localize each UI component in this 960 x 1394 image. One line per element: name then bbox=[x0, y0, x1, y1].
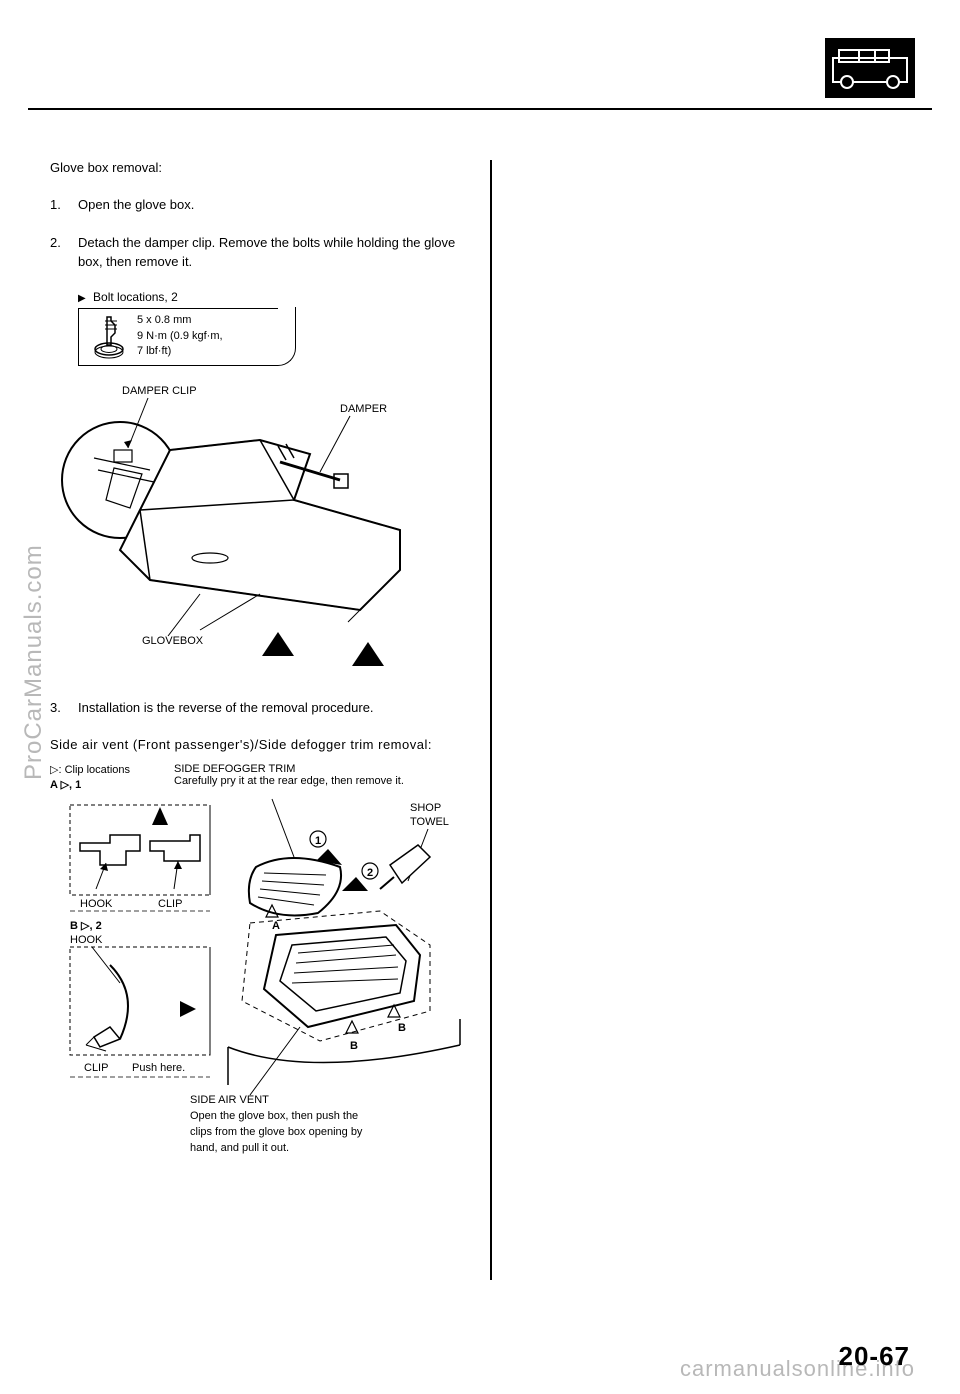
step-number: 3. bbox=[50, 698, 78, 718]
svg-text:B: B bbox=[350, 1040, 358, 1052]
push-here-label: Push here. bbox=[132, 1062, 185, 1074]
clip-a-label: A ▷, 1 bbox=[50, 778, 160, 791]
svg-text:1: 1 bbox=[315, 835, 321, 847]
top-horizontal-rule bbox=[28, 108, 932, 110]
clip-legend: ▷: Clip locations bbox=[50, 763, 160, 776]
damper-clip-label: DAMPER CLIP bbox=[122, 385, 197, 397]
page-number: 20-67 bbox=[839, 1341, 911, 1372]
hook-label: HOOK bbox=[80, 898, 113, 910]
clip-b-label: B ▷, 2 bbox=[70, 920, 102, 932]
step-number: 1. bbox=[50, 195, 78, 215]
left-column: Glove box removal: 1. Open the glove box… bbox=[50, 160, 470, 1193]
step-number: 2. bbox=[50, 233, 78, 272]
bolt-legend-text: Bolt locations, 2 bbox=[93, 290, 178, 304]
body-section-icon bbox=[825, 38, 915, 98]
svg-text:A: A bbox=[272, 920, 280, 932]
hook-label-b: HOOK bbox=[70, 934, 103, 946]
vent-heading: Side air vent (Front passenger's)/Side d… bbox=[50, 735, 470, 755]
damper-label: DAMPER bbox=[340, 403, 387, 415]
svg-text:hand, and pull it out.: hand, and pull it out. bbox=[190, 1142, 289, 1154]
bolt-torque-2: 7 lbf·ft) bbox=[137, 344, 223, 359]
step-3: 3. Installation is the reverse of the re… bbox=[50, 698, 470, 718]
bolt-spec-box: 5 x 0.8 mm 9 N·m (0.9 kgf·m, 7 lbf·ft) bbox=[78, 308, 278, 366]
defogger-trim-title: SIDE DEFOGGER TRIM bbox=[174, 763, 470, 775]
bolt-torque-1: 9 N·m (0.9 kgf·m, bbox=[137, 329, 223, 344]
step-text: Detach the damper clip. Remove the bolts… bbox=[78, 233, 470, 272]
svg-text:B: B bbox=[398, 1022, 406, 1034]
watermark-side: ProCarManuals.com bbox=[20, 544, 48, 780]
glovebox-label: GLOVEBOX bbox=[142, 635, 204, 647]
defogger-trim-text: Carefully pry it at the rear edge, then … bbox=[174, 775, 470, 787]
step-1: 1. Open the glove box. bbox=[50, 195, 470, 215]
bolt-icon bbox=[87, 315, 127, 359]
side-air-vent-title: SIDE AIR VENT bbox=[190, 1094, 269, 1106]
bolt-size: 5 x 0.8 mm bbox=[137, 313, 223, 328]
svg-text:Open the glove box, then push: Open the glove box, then push the bbox=[190, 1110, 358, 1122]
bolt-locations-label: Bolt locations, 2 bbox=[78, 290, 470, 304]
svg-text:clips from the glove box openi: clips from the glove box opening by bbox=[190, 1126, 363, 1138]
vent-figure: ▷: Clip locations A ▷, 1 SIDE DEFOGGER T… bbox=[50, 763, 470, 1175]
svg-text:2: 2 bbox=[367, 867, 373, 879]
glovebox-figure: DAMPER CLIP DAMPER GLOVEBOX bbox=[50, 380, 470, 680]
shop-towel-label: SHOP bbox=[410, 802, 441, 814]
step-2: 2. Detach the damper clip. Remove the bo… bbox=[50, 233, 470, 272]
step-text: Installation is the reverse of the remov… bbox=[78, 698, 470, 718]
column-divider bbox=[490, 160, 492, 1280]
clip-label-b: CLIP bbox=[84, 1062, 108, 1074]
bolt-arrow-icon bbox=[352, 642, 384, 666]
svg-text:TOWEL: TOWEL bbox=[410, 816, 449, 828]
clip-label: CLIP bbox=[158, 898, 182, 910]
bolt-legend: Bolt locations, 2 5 x 0.8 mm 9 N·m (0.9 … bbox=[78, 290, 470, 366]
glovebox-heading: Glove box removal: bbox=[50, 160, 470, 175]
bolt-arrow-icon bbox=[262, 632, 294, 656]
step-text: Open the glove box. bbox=[78, 195, 470, 215]
bolt-spec-text: 5 x 0.8 mm 9 N·m (0.9 kgf·m, 7 lbf·ft) bbox=[137, 313, 223, 359]
